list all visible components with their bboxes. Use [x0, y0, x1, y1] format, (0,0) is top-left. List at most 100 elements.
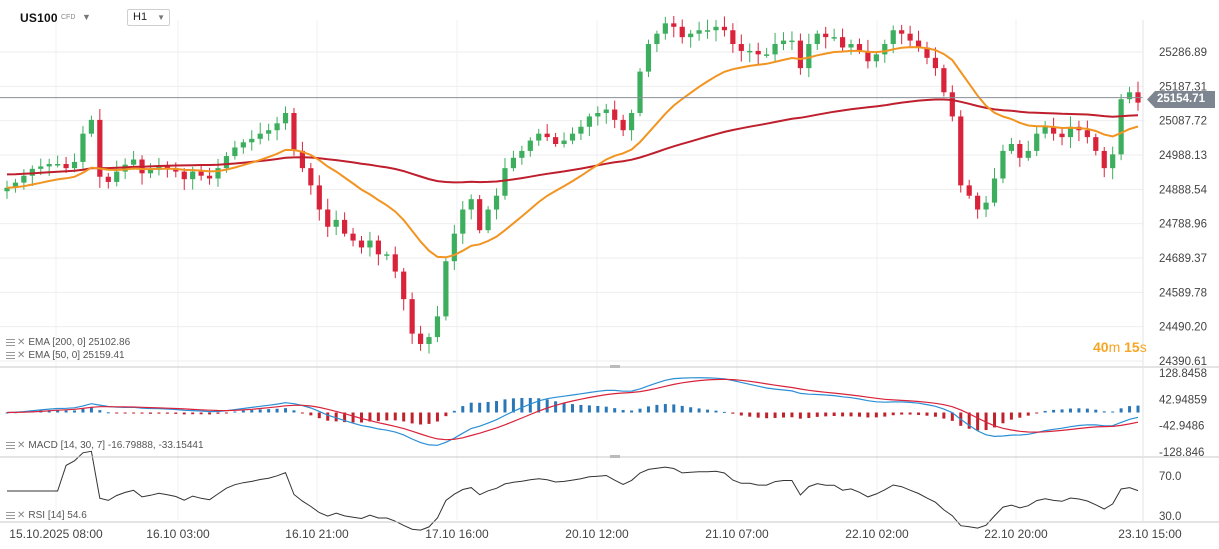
macd-histogram-bar: [64, 410, 68, 413]
macd-histogram-bar: [258, 409, 262, 413]
macd-histogram-bar: [824, 412, 828, 417]
symbol-label[interactable]: US100: [20, 11, 58, 25]
macd-histogram-bar: [191, 412, 195, 415]
macd-histogram-bar: [267, 409, 271, 413]
candle-body: [333, 219, 339, 227]
candle-body: [325, 209, 331, 227]
price-axis-label: 24390.61: [1159, 356, 1207, 368]
close-icon[interactable]: ✕: [17, 440, 26, 451]
macd-histogram-bar: [385, 412, 389, 421]
macd-histogram-bar: [807, 412, 811, 418]
macd-histogram-bar: [300, 412, 304, 414]
candle-body: [983, 202, 989, 210]
close-icon[interactable]: ✕: [17, 350, 26, 361]
candle-body: [71, 161, 78, 169]
macd-histogram-bar: [435, 412, 439, 422]
macd-histogram-bar: [1085, 408, 1089, 413]
candle-body: [713, 26, 719, 31]
candle-body: [502, 168, 508, 196]
candle-body: [1025, 150, 1031, 158]
close-icon[interactable]: ✕: [17, 510, 26, 521]
macd-histogram-bar: [883, 412, 887, 417]
candle-body: [409, 299, 415, 334]
candle-body: [232, 147, 238, 157]
settings-icon[interactable]: [6, 351, 15, 359]
candle-body: [443, 261, 449, 317]
macd-histogram-bar: [241, 410, 245, 413]
legend-ema200-text: EMA [200, 0] 25102.86: [28, 337, 131, 348]
timeframe-select[interactable]: H1 ▼: [127, 9, 170, 26]
candle-body: [527, 140, 533, 151]
ema200-line: [6, 98, 1139, 184]
price-axis-label: 24490.20: [1159, 322, 1207, 334]
candle-body: [206, 175, 213, 179]
macd-histogram-bar: [224, 412, 228, 414]
macd-histogram-bar: [351, 412, 355, 423]
settings-icon[interactable]: [6, 511, 15, 519]
macd-line: [6, 377, 1139, 446]
candle-body: [578, 126, 584, 134]
macd-histogram-bar: [545, 399, 549, 413]
settings-icon[interactable]: [6, 338, 15, 346]
macd-histogram-bar: [663, 404, 667, 413]
price-pane: [0, 15, 1143, 354]
macd-histogram-bar: [478, 402, 482, 413]
macd-histogram-bar: [925, 412, 929, 416]
current-price-tag: 25154.71: [1147, 91, 1215, 108]
candle-body: [88, 119, 95, 134]
candle-body: [105, 176, 111, 182]
legend-rsi-text: RSI [14] 54.6: [28, 510, 87, 521]
macd-histogram-bar: [1119, 408, 1123, 413]
legend-ema50: ✕ EMA [50, 0] 25159.41: [6, 350, 125, 361]
candle-body: [80, 133, 86, 162]
macd-histogram-bar: [317, 412, 321, 419]
candle-body: [856, 44, 863, 51]
pane-resize-handle: [610, 455, 620, 458]
macd-histogram-bar: [216, 412, 220, 414]
macd-histogram-bar: [579, 404, 583, 413]
macd-histogram-bar: [866, 412, 870, 418]
candle-body: [696, 30, 702, 34]
macd-histogram-bar: [73, 410, 77, 413]
candle-body: [392, 254, 398, 272]
chevron-down-icon[interactable]: ▼: [82, 12, 91, 22]
candle-body: [12, 182, 19, 188]
candle-body: [873, 54, 879, 62]
macd-histogram-bar: [841, 412, 845, 417]
macd-histogram-bar: [89, 407, 93, 413]
candle-body: [924, 47, 930, 58]
candle-body: [1059, 133, 1065, 138]
legend-ema200: ✕ EMA [200, 0] 25102.86: [6, 337, 130, 348]
candle-body: [156, 165, 162, 170]
price-axis-label: 24589.78: [1159, 287, 1207, 299]
candle-body: [434, 316, 441, 338]
macd-histogram-bar: [655, 404, 659, 413]
macd-histogram-bar: [309, 412, 313, 416]
macd-histogram-bar: [706, 409, 710, 413]
candle-body: [553, 137, 559, 145]
macd-histogram-bar: [1009, 412, 1013, 420]
candle-body: [375, 240, 381, 255]
axes: 25286.89 25187.31 25087.72 24988.13 24888.54…: [0, 20, 1219, 541]
candle-body: [299, 150, 306, 169]
price-axis-label: 25187.31: [1159, 81, 1207, 93]
candle-body: [181, 171, 187, 180]
chart-toolbar: US100 CFD ▼ H1 ▼: [0, 0, 1219, 36]
candle-body: [1110, 154, 1116, 169]
candle-body: [688, 33, 694, 38]
macd-histogram-bar: [554, 401, 558, 413]
pane-resize-handle: [610, 365, 620, 368]
candle-body: [1017, 144, 1023, 158]
macd-histogram-bar: [815, 412, 819, 417]
macd-histogram-bar: [900, 412, 904, 415]
close-icon[interactable]: ✕: [17, 337, 26, 348]
settings-icon[interactable]: [6, 441, 15, 449]
macd-histogram-bar: [1077, 408, 1081, 413]
macd-histogram-bar: [1111, 411, 1115, 413]
candle-body: [97, 119, 103, 177]
candle-body: [1042, 126, 1048, 134]
macd-histogram-bar: [326, 412, 330, 421]
macd-histogram-bar: [984, 412, 988, 431]
candle-body: [772, 44, 778, 55]
